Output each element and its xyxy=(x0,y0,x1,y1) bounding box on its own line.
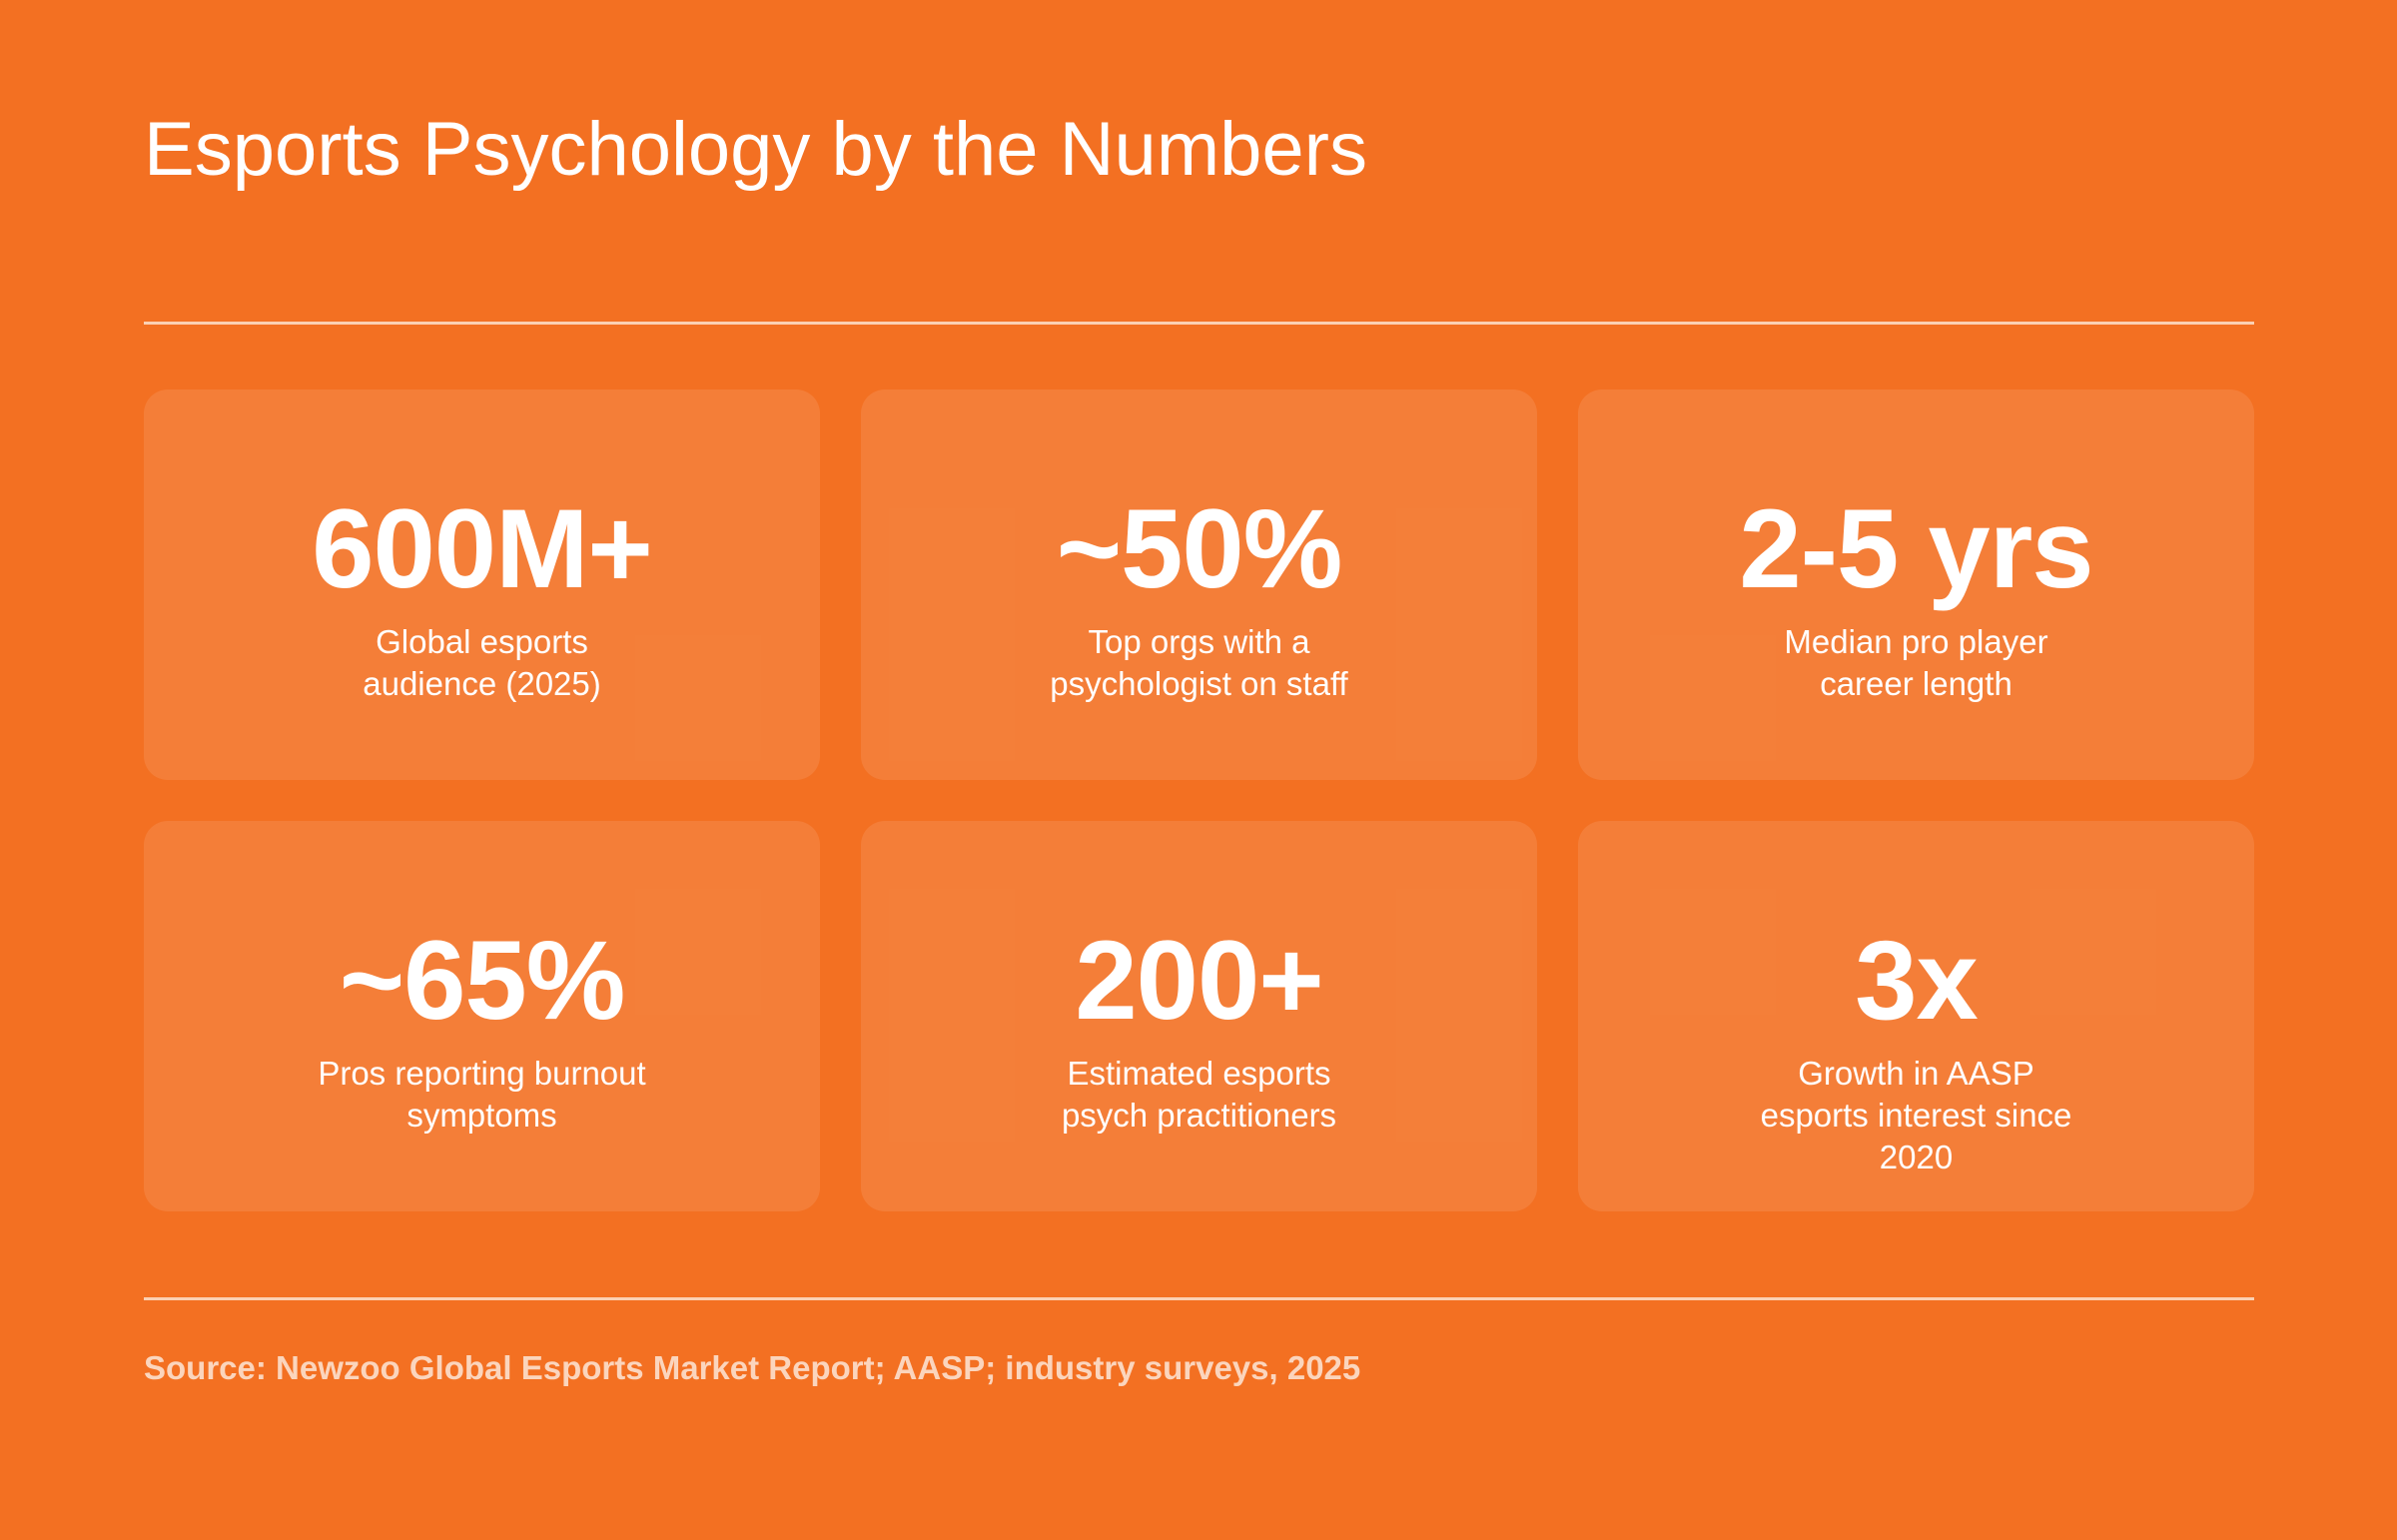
stat-card-psychologist: ~50% Top orgs with a psychologist on sta… xyxy=(861,389,1537,780)
stats-grid: 600M+ Global esports audience (2025) ~50… xyxy=(144,389,2254,1211)
top-divider xyxy=(144,322,2254,325)
stat-card-audience: 600M+ Global esports audience (2025) xyxy=(144,389,820,780)
stat-value: ~65% xyxy=(339,918,626,1043)
stat-label: Global esports audience (2025) xyxy=(363,623,601,702)
stat-value: 600M+ xyxy=(312,486,653,611)
stat-label: Pros reporting burnout symptoms xyxy=(318,1055,646,1134)
stat-value: 2-5 yrs xyxy=(1739,486,2093,611)
stat-card-burnout: ~65% Pros reporting burnout symptoms xyxy=(144,821,820,1211)
stat-card-career-length: 2-5 yrs Median pro player career length xyxy=(1578,389,2254,780)
source-note: Source: Newzoo Global Esports Market Rep… xyxy=(144,1349,1361,1386)
stat-label: Median pro player career length xyxy=(1784,623,2048,702)
stat-value: 3x xyxy=(1855,918,1979,1043)
stat-value: 200+ xyxy=(1075,918,1323,1043)
stat-value: ~50% xyxy=(1056,486,1343,611)
bottom-divider xyxy=(144,1297,2254,1300)
stat-label: Growth in AASP esports interest since 20… xyxy=(1760,1055,2072,1175)
stat-card-practitioners: 200+ Estimated esports psych practitione… xyxy=(861,821,1537,1211)
stat-label: Top orgs with a psychologist on staff xyxy=(1050,623,1348,702)
stat-label: Estimated esports psych practitioners xyxy=(1061,1055,1337,1134)
stat-card-growth: 3x Growth in AASP esports interest since… xyxy=(1578,821,2254,1211)
page-title: Esports Psychology by the Numbers xyxy=(144,107,1367,192)
